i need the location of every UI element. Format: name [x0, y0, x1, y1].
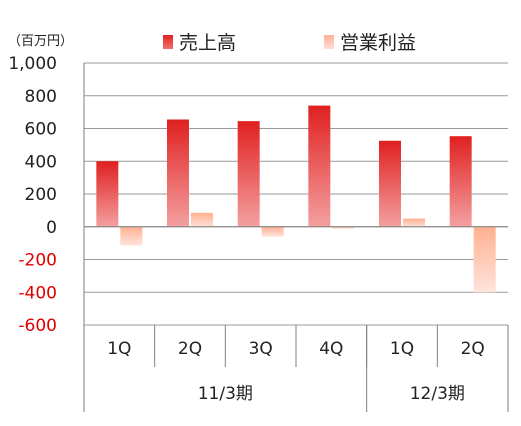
x-tick-label: 4Q	[319, 339, 343, 359]
y-tick-label: -200	[18, 251, 57, 271]
bar-sales	[308, 105, 331, 227]
x-tick-label: 2Q	[461, 339, 485, 359]
y-tick-label: 400	[25, 152, 57, 172]
bar-profit	[120, 226, 143, 246]
legend-label-profit: 営業利益	[340, 32, 417, 54]
bar-profit	[473, 226, 496, 293]
bar-sales	[237, 121, 260, 227]
bar-profit	[403, 218, 425, 227]
group-label: 12/3期	[410, 384, 465, 404]
bar-sales	[167, 119, 189, 227]
axes	[83, 63, 509, 412]
bar-profit	[191, 212, 213, 227]
bar-sales	[449, 136, 472, 227]
bar-profit	[261, 226, 284, 237]
bar-sales	[379, 140, 401, 227]
x-tick-label: 3Q	[249, 339, 273, 359]
y-tick-label: 600	[25, 120, 57, 140]
group-label: 11/3期	[198, 384, 253, 404]
legend-label-sales: 売上高	[179, 32, 237, 54]
bar-profit	[332, 226, 355, 229]
y-tick-label: -400	[18, 283, 57, 303]
unit-label: （百万円）	[8, 34, 74, 49]
x-tick-label: 1Q	[107, 339, 131, 359]
legend-swatch-profit	[324, 34, 334, 49]
y-tick-label: 0	[46, 218, 57, 238]
grid-lines	[84, 62, 508, 326]
y-tick-label: 200	[25, 185, 57, 205]
axis-labels: 1,000 800 600 400 200 0 -200 -400 -600 11/3期 12/3期…	[8, 54, 484, 404]
y-tick-label: 1,000	[8, 54, 57, 74]
y-tick-label: 800	[25, 87, 57, 107]
bar-sales	[96, 161, 119, 227]
legend-item-profit: 営業利益	[324, 28, 416, 55]
legend-swatch-sales	[163, 34, 173, 49]
x-tick-label: 1Q	[390, 339, 414, 359]
x-tick-label: 2Q	[178, 339, 202, 359]
y-tick-label: -600	[18, 316, 57, 336]
legend-item-sales: 売上高	[163, 28, 236, 55]
bars	[96, 105, 496, 293]
